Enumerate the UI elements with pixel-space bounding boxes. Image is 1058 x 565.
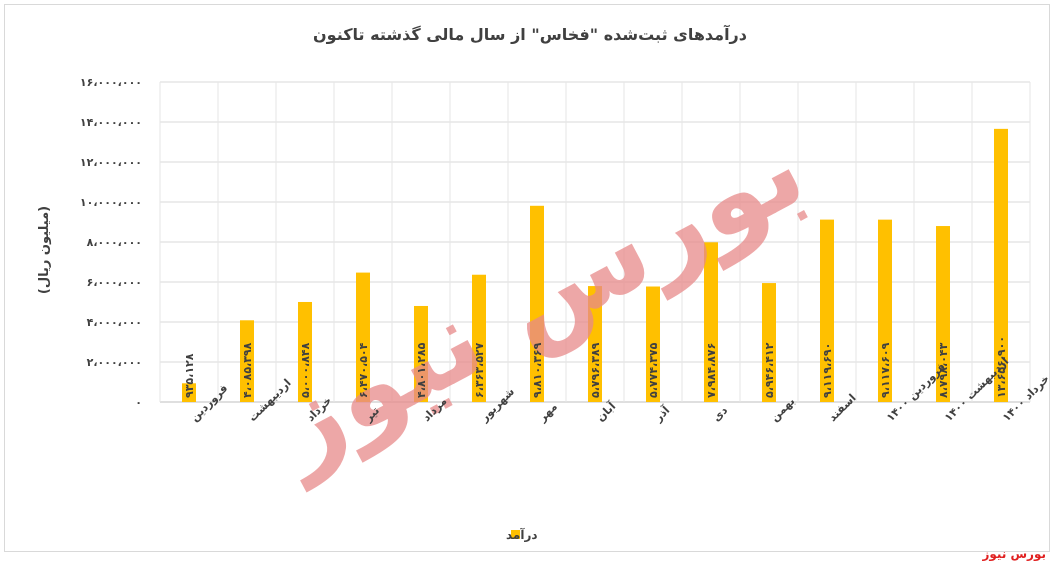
y-tick-label: ۰ xyxy=(135,396,142,409)
bar xyxy=(356,272,370,402)
legend: درآمد xyxy=(506,527,538,542)
data-labels: ۹۳۵،۱۲۸ ۴،۰۸۵،۳۹۸ ۵،۰۰۰،۸۴۸ ۶،۴۷۰،۵۰۴ ۴،۸۰۱،… xyxy=(183,336,1008,398)
chart-title: درآمدهای ثبت‌شده "فخاس" از سال مالی گذشت… xyxy=(313,24,747,44)
bar xyxy=(530,205,544,402)
y-tick-label: ۱۶،۰۰۰،۰۰۰ xyxy=(80,76,142,89)
data-label: ۴،۰۸۵،۳۹۸ xyxy=(241,342,254,398)
data-label: ۵،۰۰۰،۸۴۸ xyxy=(299,342,312,398)
data-label: ۹،۱۱۷،۶۰۹ xyxy=(879,342,892,398)
data-label: ۹۳۵،۱۲۸ xyxy=(183,353,196,398)
chart-frame xyxy=(4,4,1050,552)
source-label: بورس نیوز xyxy=(982,547,1046,561)
category-label: مهر xyxy=(535,400,560,425)
data-label: ۹،۸۱۰،۳۶۹ xyxy=(531,342,544,398)
category-label: آذر xyxy=(651,403,673,425)
legend-swatch xyxy=(511,530,520,539)
bar xyxy=(588,286,602,402)
data-label: ۸،۷۹۸،۰۴۳ xyxy=(937,342,950,398)
legend-label: درآمد xyxy=(506,527,538,542)
bar xyxy=(936,226,950,402)
bar xyxy=(646,286,660,402)
bar xyxy=(298,301,312,402)
bar xyxy=(820,219,834,402)
y-tick-label: ۲،۰۰۰،۰۰۰ xyxy=(87,356,142,369)
data-label: ۶،۳۶۳،۵۲۷ xyxy=(473,342,486,398)
data-label: ۹،۱۱۹،۶۹۰ xyxy=(821,343,834,398)
bar xyxy=(240,320,254,402)
bar xyxy=(762,283,776,402)
category-label: آبان xyxy=(593,399,618,424)
data-label: ۵،۷۷۴،۳۷۵ xyxy=(647,342,660,398)
bar xyxy=(704,242,718,402)
bar xyxy=(472,274,486,402)
data-label: ۵،۹۴۶،۴۱۲ xyxy=(763,342,776,398)
y-tick-labels: ۰ ۲،۰۰۰،۰۰۰ ۴،۰۰۰،۰۰۰ ۶،۰۰۰،۰۰۰ ۸،۰۰۰،۰۰۰ ۱۰،… xyxy=(80,76,142,409)
y-tick-label: ۱۰،۰۰۰،۰۰۰ xyxy=(80,196,142,209)
data-label: ۶،۴۷۰،۵۰۴ xyxy=(357,342,370,398)
y-tick-label: ۴،۰۰۰،۰۰۰ xyxy=(87,316,142,329)
data-label: ۵،۷۹۶،۳۸۹ xyxy=(589,342,602,398)
y-axis-label: (میلیون ریال) xyxy=(37,206,52,294)
bar xyxy=(878,219,892,402)
data-label: ۷،۹۸۴،۸۷۶ xyxy=(705,343,718,398)
data-label: ۱۳،۶۵۶،۹۰۰ xyxy=(995,336,1008,398)
bar xyxy=(994,128,1008,402)
bar xyxy=(182,383,196,402)
y-tick-label: ۱۲،۰۰۰،۰۰۰ xyxy=(80,156,142,169)
y-tick-label: ۱۴،۰۰۰،۰۰۰ xyxy=(80,116,142,129)
y-tick-label: ۶،۰۰۰،۰۰۰ xyxy=(87,276,142,289)
y-tick-label: ۸،۰۰۰،۰۰۰ xyxy=(87,236,142,249)
category-label: دی xyxy=(710,404,731,425)
data-label: ۴،۸۰۱،۲۸۵ xyxy=(415,342,428,398)
bar xyxy=(414,305,428,402)
bars xyxy=(182,128,1008,402)
